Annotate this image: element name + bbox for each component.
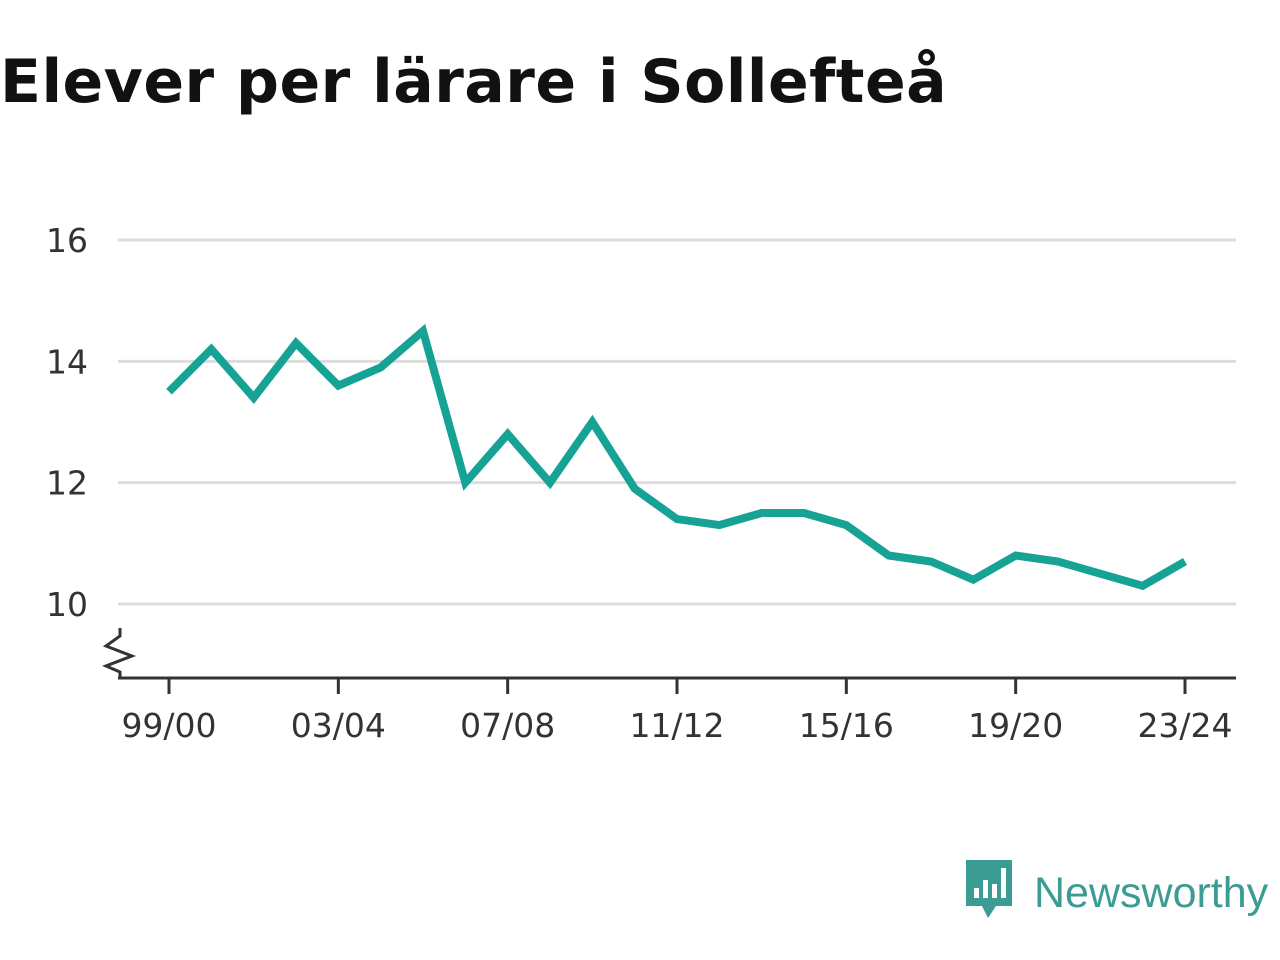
- x-tick-label: 03/04: [291, 706, 386, 745]
- x-tick-label: 07/08: [460, 706, 555, 745]
- y-tick-labels: 10 12 14 16: [46, 221, 88, 624]
- brand-logo: Newsworthy: [964, 860, 1268, 926]
- series-group: [166, 323, 1187, 591]
- brand-name: Newsworthy: [1034, 868, 1269, 917]
- y-tick-label: 10: [46, 585, 88, 624]
- x-tick-label: 15/16: [799, 706, 894, 745]
- y-tick-label: 12: [46, 464, 88, 503]
- x-axis: 99/00 03/04 07/08 11/12 15/16 19/20 23/24: [102, 628, 1236, 745]
- x-tick-label: 11/12: [629, 706, 724, 745]
- gridlines: [118, 238, 1236, 606]
- x-tick-label: 23/24: [1137, 706, 1232, 745]
- y-tick-label: 16: [46, 221, 88, 260]
- y-axis-break: [102, 628, 137, 678]
- x-tick-label: 19/20: [968, 706, 1063, 745]
- chart-title: Elever per lärare i Sollefteå: [0, 47, 948, 117]
- bar-chart-speech-bubble-icon: [964, 860, 1014, 926]
- x-tick-label: 99/00: [121, 706, 216, 745]
- series-line: [166, 323, 1187, 591]
- y-tick-label: 14: [46, 342, 88, 381]
